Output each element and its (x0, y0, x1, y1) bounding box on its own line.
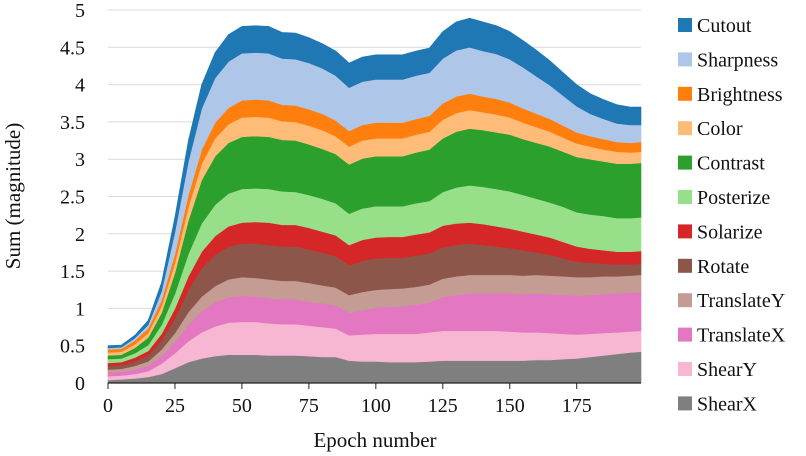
legend-swatch (678, 121, 692, 136)
legend-swatch (678, 224, 692, 239)
y-tick-label: 3 (75, 149, 85, 171)
y-tick-label: 2 (75, 224, 85, 246)
x-axis-ticks: 0 25 50 75 100 125 150 175 (103, 383, 592, 417)
legend-swatch (678, 155, 692, 170)
legend-label: Sharpness (697, 49, 778, 71)
y-axis-title: Sum (magnitude) (1, 123, 25, 269)
legend-label: ShearY (697, 359, 757, 381)
y-tick-label: 4.5 (60, 37, 85, 59)
x-tick-label: 25 (165, 395, 185, 417)
legend-label: Solarize (697, 221, 763, 243)
legend-swatch (678, 258, 692, 273)
legend-swatch (678, 86, 692, 101)
x-tick-label: 175 (562, 395, 592, 417)
legend: Cutout Sharpness Brightness Color Contrast Po… (678, 15, 786, 415)
x-tick-label: 125 (428, 395, 458, 417)
legend-swatch (678, 52, 692, 67)
x-tick-label: 150 (495, 395, 525, 417)
y-tick-label: 2.5 (60, 187, 85, 209)
legend-label: Color (697, 118, 743, 140)
legend-label: Rotate (697, 256, 749, 278)
legend-swatch (678, 362, 692, 376)
legend-label: Contrast (697, 153, 765, 175)
y-axis-ticks: 0 0.5 1 1.5 2 2.5 3 3.5 4 4.5 5 (60, 0, 85, 395)
x-tick-label: 100 (361, 395, 391, 417)
area-series (107, 17, 642, 384)
x-tick-label: 0 (103, 395, 113, 417)
legend-swatch (678, 190, 692, 204)
legend-label: Posterize (697, 187, 770, 209)
x-tick-label: 75 (299, 395, 319, 417)
legend-label: ShearX (697, 393, 758, 415)
legend-swatch (678, 293, 692, 308)
legend-label: TranslateX (697, 325, 786, 347)
y-tick-label: 5 (75, 0, 85, 22)
y-tick-label: 0.5 (60, 336, 85, 358)
legend-swatch (678, 396, 692, 411)
legend-swatch (678, 18, 692, 32)
area-cutout (107, 17, 642, 349)
legend-label: Brightness (697, 84, 783, 106)
legend-label: Cutout (697, 15, 752, 37)
legend-label: TranslateY (697, 290, 785, 312)
x-tick-label: 50 (232, 395, 252, 417)
y-tick-label: 0 (75, 373, 85, 395)
y-tick-label: 1 (75, 298, 85, 320)
y-tick-label: 3.5 (60, 112, 85, 134)
y-tick-label: 4 (75, 75, 85, 97)
x-axis-title: Epoch number (313, 428, 436, 452)
legend-swatch (678, 327, 692, 342)
y-tick-label: 1.5 (60, 261, 85, 283)
